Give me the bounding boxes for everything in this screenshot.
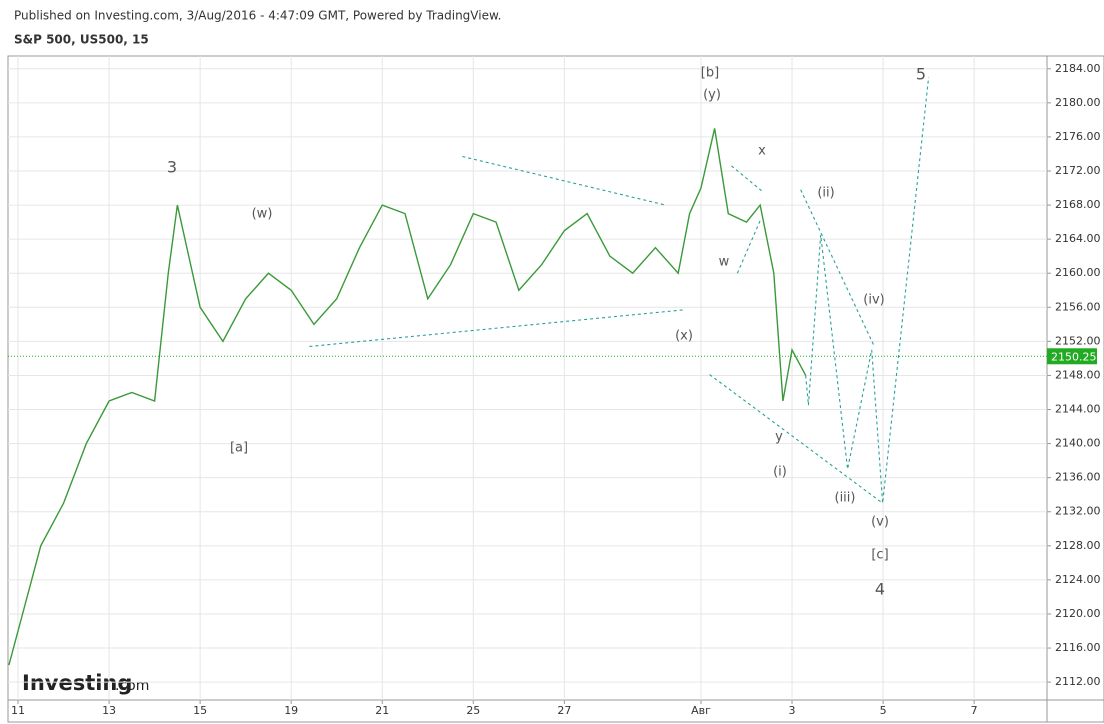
last-price-label: 2150.25: [1051, 350, 1097, 363]
wave-label: (w): [252, 207, 273, 222]
y-tick-label: 2136.00: [1055, 471, 1101, 484]
y-tick-label: 2112.00: [1055, 675, 1101, 688]
y-tick-label: 2140.00: [1055, 437, 1101, 450]
projection-line: [736, 219, 762, 274]
wave-label: 4: [875, 580, 885, 599]
projection-line: [309, 309, 684, 348]
logo-text: Investing: [22, 671, 132, 695]
projection-line: [731, 165, 763, 192]
x-tick-label: 19: [284, 704, 298, 717]
y-tick-label: 2164.00: [1055, 232, 1101, 245]
wave-label: (iii): [835, 491, 856, 506]
symbol: S&P 500, US500, 15: [14, 33, 149, 47]
y-tick-label: 2128.00: [1055, 539, 1101, 552]
y-tick-label: 2132.00: [1055, 505, 1101, 518]
y-tick-label: 2176.00: [1055, 130, 1101, 143]
x-tick-label: 13: [102, 704, 116, 717]
wave-label: [b]: [701, 66, 719, 81]
y-tick-label: 2152.00: [1055, 334, 1101, 347]
logo: Investing .com: [22, 671, 149, 695]
last-price-box: [1047, 348, 1097, 365]
y-tick-label: 2148.00: [1055, 368, 1101, 381]
x-tick-label: 15: [193, 704, 207, 717]
y-tick-label: 2180.00: [1055, 96, 1101, 109]
x-tick-label: 7: [971, 704, 978, 717]
projection-line: [800, 189, 875, 346]
wave-label: 3: [167, 158, 177, 177]
wave-label: (y): [703, 88, 721, 103]
y-tick-label: 2124.00: [1055, 573, 1101, 586]
wave-label: 5: [916, 65, 926, 84]
y-tick-label: 2120.00: [1055, 607, 1101, 620]
y-tick-label: 2168.00: [1055, 198, 1101, 211]
projection-line: [709, 374, 883, 504]
wave-label: x: [758, 144, 766, 159]
projection-line: [805, 77, 930, 504]
wave-label: (v): [871, 515, 889, 530]
wave-label: [a]: [230, 441, 248, 456]
x-tick-label: 21: [375, 704, 389, 717]
y-tick-label: 2172.00: [1055, 164, 1101, 177]
published-text: Published on Investing.com, 3/Aug/2016 -…: [14, 9, 501, 23]
y-tick-label: 2160.00: [1055, 266, 1101, 279]
wave-label: [c]: [871, 548, 888, 563]
logo-suffix: .com: [115, 678, 149, 694]
wave-label: (ii): [817, 186, 834, 201]
x-tick-label: 11: [11, 704, 25, 717]
x-tick-label: 3: [789, 704, 796, 717]
x-tick-label: 5: [880, 704, 887, 717]
wave-label: (i): [773, 465, 787, 480]
projection-line: [462, 155, 666, 206]
y-tick-label: 2184.00: [1055, 62, 1101, 75]
wave-label: (x): [675, 329, 693, 344]
y-tick-label: 2116.00: [1055, 641, 1101, 654]
x-tick-label: Авг: [691, 704, 711, 717]
y-tick-label: 2156.00: [1055, 300, 1101, 313]
x-tick-label: 27: [557, 704, 571, 717]
y-tick-label: 2144.00: [1055, 403, 1101, 416]
x-tick-label: 25: [466, 704, 480, 717]
frame: [7, 55, 1104, 723]
wave-label: (iv): [863, 293, 884, 308]
wave-label: w: [719, 255, 730, 270]
price-line: [8, 128, 807, 666]
wave-label: y: [775, 430, 783, 445]
